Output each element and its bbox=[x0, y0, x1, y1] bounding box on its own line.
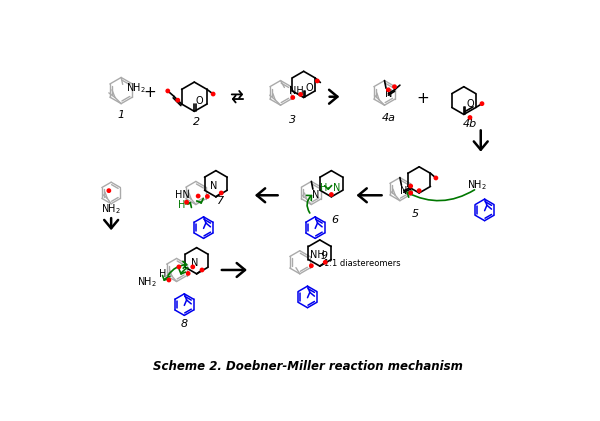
Circle shape bbox=[191, 265, 194, 269]
Circle shape bbox=[316, 79, 319, 83]
Circle shape bbox=[185, 200, 188, 204]
Text: H: H bbox=[159, 269, 166, 279]
Text: 8: 8 bbox=[181, 319, 188, 329]
Text: NH$_2$: NH$_2$ bbox=[101, 202, 121, 216]
Text: NH: NH bbox=[310, 250, 325, 260]
Text: NH$_2$: NH$_2$ bbox=[137, 275, 157, 289]
Circle shape bbox=[418, 189, 421, 192]
Text: 2: 2 bbox=[193, 117, 200, 127]
Text: N: N bbox=[400, 186, 407, 196]
Circle shape bbox=[393, 85, 396, 88]
Text: NH: NH bbox=[289, 86, 304, 96]
Circle shape bbox=[468, 116, 472, 119]
Text: H: H bbox=[178, 200, 185, 210]
Circle shape bbox=[211, 92, 215, 96]
Text: 6: 6 bbox=[331, 215, 338, 225]
Circle shape bbox=[409, 191, 412, 195]
Circle shape bbox=[386, 88, 390, 91]
Text: 7: 7 bbox=[217, 196, 224, 206]
Text: 5: 5 bbox=[412, 209, 419, 219]
Circle shape bbox=[107, 189, 110, 192]
Text: 1: 1 bbox=[118, 110, 125, 120]
Circle shape bbox=[206, 195, 209, 198]
Text: 3: 3 bbox=[289, 115, 296, 125]
Circle shape bbox=[187, 272, 190, 275]
Text: H: H bbox=[320, 183, 328, 192]
Text: N: N bbox=[333, 183, 340, 192]
Text: 4b: 4b bbox=[463, 119, 477, 129]
Circle shape bbox=[176, 99, 179, 102]
Circle shape bbox=[200, 268, 204, 272]
Text: O: O bbox=[196, 96, 203, 107]
Circle shape bbox=[434, 176, 437, 180]
Text: N: N bbox=[191, 258, 198, 268]
Text: 4a: 4a bbox=[382, 112, 395, 123]
Circle shape bbox=[323, 261, 327, 264]
Text: +: + bbox=[416, 91, 430, 106]
Circle shape bbox=[409, 184, 412, 188]
Circle shape bbox=[310, 264, 313, 267]
Text: N: N bbox=[311, 189, 319, 200]
Circle shape bbox=[196, 195, 200, 198]
Text: Scheme 2. Doebner-Miller reaction mechanism: Scheme 2. Doebner-Miller reaction mechan… bbox=[152, 360, 463, 373]
Circle shape bbox=[177, 265, 181, 269]
Text: NH$_2$: NH$_2$ bbox=[467, 179, 487, 192]
Circle shape bbox=[329, 193, 333, 196]
Text: NH$_2$: NH$_2$ bbox=[126, 81, 146, 95]
Circle shape bbox=[299, 93, 302, 96]
Circle shape bbox=[167, 278, 170, 282]
Text: 9: 9 bbox=[321, 251, 328, 261]
Circle shape bbox=[220, 191, 223, 195]
Text: N: N bbox=[385, 89, 392, 99]
Text: +: + bbox=[143, 85, 156, 100]
Text: N: N bbox=[210, 181, 217, 191]
Text: O: O bbox=[466, 99, 474, 109]
Circle shape bbox=[480, 102, 484, 105]
Circle shape bbox=[166, 89, 169, 93]
Text: HN: HN bbox=[175, 190, 190, 200]
Text: 1:1 diastereomers: 1:1 diastereomers bbox=[325, 259, 401, 268]
Text: O: O bbox=[305, 83, 313, 93]
Circle shape bbox=[291, 96, 295, 99]
